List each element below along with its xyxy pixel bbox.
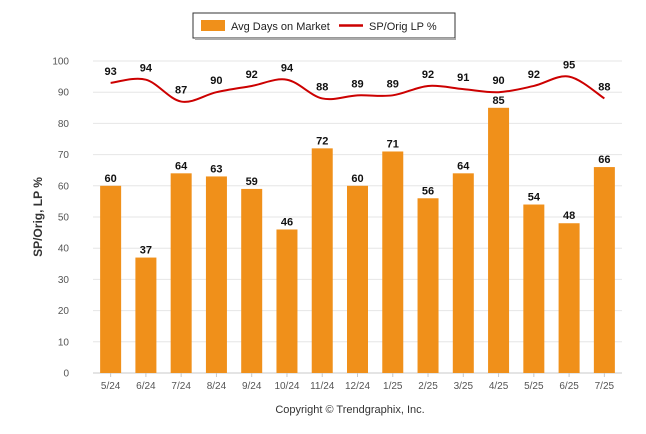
- line-value-label: 89: [387, 78, 399, 90]
- bar-value-label: 66: [598, 154, 610, 166]
- y-tick-label: 30: [58, 275, 70, 286]
- line-value-label: 90: [210, 75, 222, 87]
- line-series: [110, 75, 605, 103]
- bar: [558, 223, 580, 373]
- line-value-label: 94: [140, 63, 153, 75]
- line-value-label: 94: [281, 63, 294, 75]
- bar-value-label: 59: [246, 176, 258, 188]
- bar-value-label: 63: [210, 163, 222, 175]
- line-value-label: 88: [316, 81, 328, 93]
- x-tick-label: 1/25: [383, 381, 403, 392]
- bar-value-label: 48: [563, 210, 575, 222]
- x-tick-label: 3/25: [454, 381, 474, 392]
- line-value-label: 87: [175, 85, 187, 97]
- x-tick-label: 2/25: [418, 381, 438, 392]
- bar: [241, 188, 263, 373]
- bar: [311, 148, 333, 373]
- bar-value-label: 71: [387, 138, 399, 150]
- bar: [382, 151, 404, 373]
- bar: [276, 229, 298, 373]
- bar-series: [100, 107, 615, 374]
- line-value-label: 89: [351, 78, 363, 90]
- bar-value-label: 37: [140, 245, 152, 257]
- bar: [135, 257, 157, 373]
- bar: [452, 173, 474, 373]
- legend-label-avg-days: Avg Days on Market: [231, 21, 330, 33]
- bar: [205, 176, 227, 373]
- sp-orig-line: [110, 75, 605, 103]
- x-tick-label: 5/24: [101, 381, 121, 392]
- bar: [170, 173, 192, 373]
- copyright-credit: Copyright © Trendgraphix, Inc.: [275, 404, 424, 416]
- y-tick-label: 0: [63, 369, 69, 380]
- data-labels: 60 37 64 63 59 46 72 60 71 56 64 85 54 48 66 93 94 87 90 92…: [105, 60, 611, 257]
- y-tick-label: 90: [58, 88, 70, 99]
- x-tick-label: 11/24: [310, 381, 335, 392]
- line-value-label: 91: [457, 72, 469, 84]
- bar-value-label: 46: [281, 216, 293, 228]
- bar-value-label: 85: [492, 95, 504, 107]
- y-tick-label: 100: [52, 57, 69, 68]
- y-axis-title: SP/Orig, LP %: [31, 177, 45, 257]
- line-value-label: 92: [528, 69, 540, 81]
- axes: 0 10 20 30 40 50 60 70 80 90 100 5/24 6/24 7/24 8/24 9/…: [52, 57, 622, 392]
- line-value-label: 90: [492, 75, 504, 87]
- x-tick-label: 6/24: [136, 381, 156, 392]
- bar: [488, 107, 510, 374]
- bar-value-label: 60: [351, 173, 363, 185]
- bar-value-label: 60: [105, 173, 117, 185]
- bar: [347, 185, 368, 373]
- line-value-label: 88: [598, 81, 610, 93]
- legend-box: [192, 12, 456, 39]
- bar: [593, 167, 615, 373]
- line-value-label: 92: [246, 69, 258, 81]
- legend-label-sp-orig: SP/Orig LP %: [369, 21, 437, 33]
- x-tick-label: 4/25: [489, 381, 509, 392]
- y-tick-label: 10: [58, 337, 70, 348]
- y-tick-label: 40: [58, 244, 70, 255]
- x-tick-label: 10/24: [274, 381, 299, 392]
- bar-value-label: 54: [528, 192, 541, 204]
- bar-value-label: 64: [175, 160, 188, 172]
- bar-value-label: 56: [422, 185, 434, 197]
- x-tick-label: 7/24: [171, 381, 191, 392]
- y-tick-label: 20: [58, 306, 70, 317]
- y-tick-label: 60: [58, 181, 70, 192]
- legend-swatch-avg-days: [201, 20, 225, 31]
- y-tick-label: 80: [58, 119, 70, 130]
- bar-value-label: 64: [457, 160, 470, 172]
- x-tick-label: 6/25: [559, 381, 579, 392]
- bar: [417, 198, 439, 373]
- bar: [523, 204, 545, 373]
- x-tick-label: 12/24: [345, 381, 370, 392]
- bar-value-label: 72: [316, 135, 328, 147]
- x-tick-label: 5/25: [524, 381, 544, 392]
- line-value-label: 93: [105, 66, 117, 78]
- y-tick-label: 50: [58, 213, 70, 224]
- legend: Avg Days on Market SP/Orig LP %: [192, 12, 456, 40]
- y-tick-label: 70: [58, 150, 70, 161]
- bar: [100, 185, 122, 373]
- line-value-label: 92: [422, 69, 434, 81]
- x-tick-label: 7/25: [595, 381, 615, 392]
- line-value-label: 95: [563, 60, 575, 72]
- x-tick-label: 8/24: [207, 381, 227, 392]
- x-tick-label: 9/24: [242, 381, 262, 392]
